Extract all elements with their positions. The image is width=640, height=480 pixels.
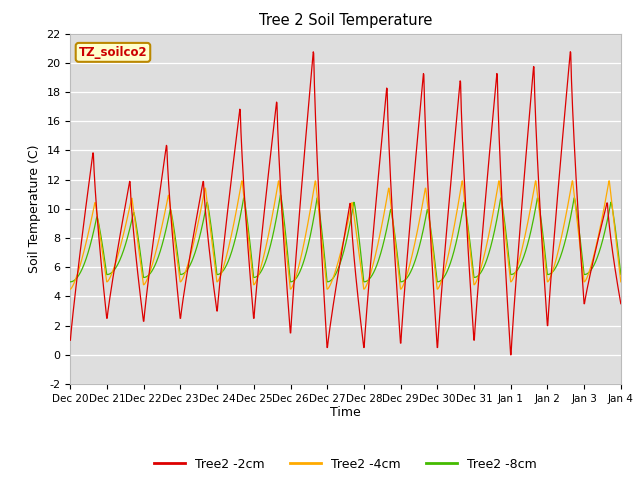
Title: Tree 2 Soil Temperature: Tree 2 Soil Temperature: [259, 13, 432, 28]
X-axis label: Time: Time: [330, 407, 361, 420]
Y-axis label: Soil Temperature (C): Soil Temperature (C): [28, 144, 41, 273]
Text: TZ_soilco2: TZ_soilco2: [79, 46, 147, 59]
Legend: Tree2 -2cm, Tree2 -4cm, Tree2 -8cm: Tree2 -2cm, Tree2 -4cm, Tree2 -8cm: [149, 453, 542, 476]
